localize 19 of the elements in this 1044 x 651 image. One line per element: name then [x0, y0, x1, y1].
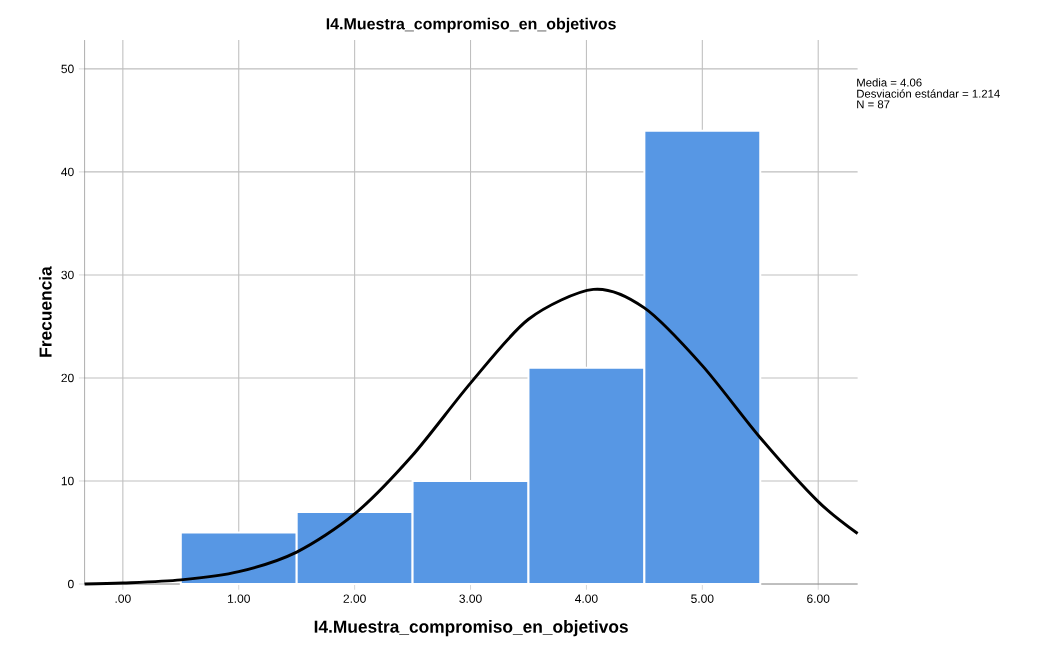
annotation: Media = 4.06 — [857, 78, 922, 87]
chart-title: I4.Muestra_compromiso_en_objetivos — [326, 17, 616, 33]
y-tick-label: 40 — [61, 167, 74, 177]
y-tick-label: 10 — [61, 476, 74, 486]
x-tick-label: 1.00 — [227, 594, 250, 603]
y-tick-label: 50 — [61, 64, 74, 74]
y-tick-label: 0 — [67, 579, 74, 589]
x-tick-label: 2.00 — [343, 594, 366, 603]
y-axis-title: Frecuencia — [38, 266, 52, 357]
annotation: Desviación estándar = 1.214 — [857, 89, 1000, 98]
x-tick-label: 6.00 — [807, 594, 830, 603]
x-axis-title: I4.Muestra_compromiso_en_objetivos — [314, 620, 628, 637]
y-tick-label: 30 — [61, 270, 74, 280]
x-tick-label: 3.00 — [459, 594, 482, 603]
x-tick-label: .00 — [115, 594, 131, 603]
x-tick-label: 4.00 — [575, 594, 598, 603]
annotation: N = 87 — [857, 100, 890, 109]
x-tick-label: 5.00 — [691, 594, 714, 603]
y-tick-label: 20 — [61, 373, 74, 383]
